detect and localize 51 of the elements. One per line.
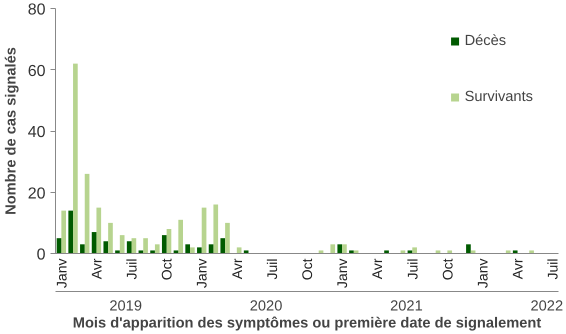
bar xyxy=(220,238,226,254)
x-axis-title: Mois d'apparition des symptômes ou première date de signalement xyxy=(72,316,542,332)
text: 2021 xyxy=(390,298,423,314)
y-tick-label: 40 xyxy=(28,124,46,141)
bar xyxy=(108,222,113,254)
x-tick-label: Juil xyxy=(544,258,561,280)
x-tick-label: Juil xyxy=(124,258,140,280)
x-tick-label: Juil xyxy=(404,258,420,280)
bar xyxy=(166,229,172,254)
x-tick-label: Oct xyxy=(299,258,315,280)
bar xyxy=(73,64,78,254)
bar xyxy=(225,222,230,254)
bar xyxy=(120,235,125,254)
x-tick-label: Avr xyxy=(228,258,245,280)
legend-label: Décès xyxy=(464,33,506,49)
bar xyxy=(56,238,62,254)
x-tick-label: Avr xyxy=(369,258,386,280)
x-tick-label: Avr xyxy=(88,258,104,280)
x-tick-label: Janv xyxy=(474,258,490,288)
x-tick-label: Janv xyxy=(194,258,210,288)
x-tick-label: Juil xyxy=(264,258,280,280)
bar xyxy=(92,232,96,254)
bar xyxy=(84,174,90,254)
text: 2020 xyxy=(250,298,282,314)
x-tick-label: Oct xyxy=(158,258,175,280)
x-tick-label: Avr xyxy=(510,258,526,280)
y-tick-label: 60 xyxy=(28,62,46,80)
bar xyxy=(342,244,347,254)
x-tick-label: Oct xyxy=(439,258,456,280)
y-tick-label: 80 xyxy=(28,2,46,18)
x-tick-label: Janv xyxy=(334,258,350,288)
bar xyxy=(132,238,136,254)
y-tick-label: 20 xyxy=(28,185,46,202)
bar xyxy=(202,208,206,254)
legend-label: Survivants xyxy=(464,89,533,105)
bar xyxy=(466,244,471,254)
bar xyxy=(143,238,148,254)
text: 2019 xyxy=(109,298,142,314)
bar xyxy=(162,235,167,254)
x-tick-label: Janv xyxy=(53,258,70,288)
bar xyxy=(96,208,102,254)
text: 2022 xyxy=(530,298,564,314)
bar xyxy=(213,204,218,254)
bar xyxy=(126,241,132,254)
bar xyxy=(178,220,184,254)
y-tick-label: 0 xyxy=(36,246,46,264)
bar xyxy=(68,210,74,254)
bar xyxy=(208,244,214,254)
bar xyxy=(103,241,108,254)
y-axis-title: Nombre de cas signalés xyxy=(4,47,20,215)
bar xyxy=(61,210,66,254)
